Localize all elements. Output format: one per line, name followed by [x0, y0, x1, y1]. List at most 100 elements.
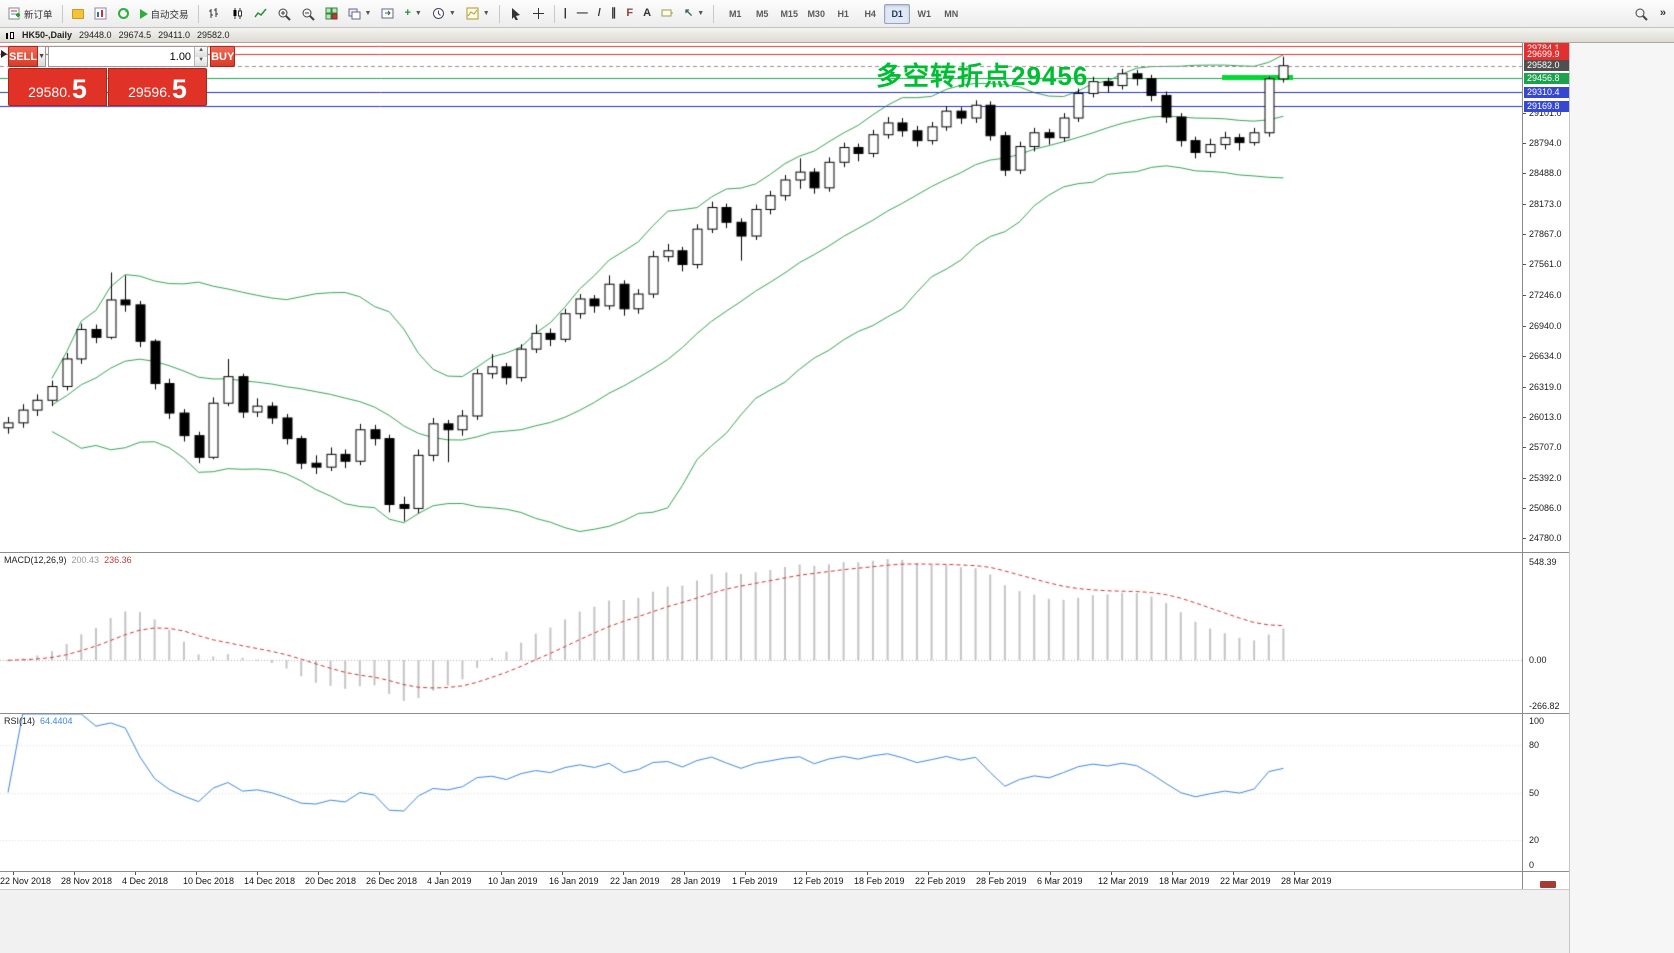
indicator-axis-label: 0.00	[1529, 655, 1547, 666]
time-tick-label: 18 Mar 2019	[1159, 876, 1210, 886]
chart-shift-icon	[381, 8, 394, 19]
timeframe-button-m15[interactable]: M15	[780, 8, 798, 19]
refresh-button[interactable]	[112, 3, 135, 25]
buy-price-button[interactable]: 29596. 5	[108, 68, 207, 106]
timeframe-button-d1[interactable]: D1	[884, 3, 911, 24]
template-icon	[466, 7, 479, 20]
price-axis[interactable]: 29101.0 28794.0 28488.0 28173.0 27867.0 27561…	[1522, 43, 1569, 872]
toolbar-overflow-button[interactable]: »	[1655, 3, 1671, 25]
price-tick-label: 29101.0	[1529, 108, 1562, 119]
indicator-axis-label: 80	[1529, 740, 1540, 751]
new-order-button[interactable]: 新订单	[3, 3, 58, 25]
sell-price-main: 29580.	[28, 84, 71, 100]
timeframe-button-h1[interactable]: H1	[837, 8, 849, 19]
fibonacci-tool[interactable]: F	[621, 3, 638, 25]
chart-shift-button[interactable]	[376, 3, 399, 25]
right-empty-area	[1569, 43, 1674, 953]
trendline-tool[interactable]: /	[593, 3, 606, 25]
candlestick-icon	[233, 8, 242, 19]
charts-profile-button[interactable]	[67, 3, 89, 25]
one-click-collapse-toggle[interactable]	[1, 50, 7, 58]
timeframe-button-mn[interactable]: MN	[944, 8, 959, 19]
templates-button[interactable]: ▼	[461, 3, 495, 25]
chevron-down-icon: ▼	[482, 10, 490, 17]
search-icon	[1635, 8, 1648, 21]
macd-canvas[interactable]	[0, 553, 1522, 713]
volume-up-icon[interactable]: ▲	[195, 47, 208, 57]
time-tick-label: 22 Jan 2019	[610, 876, 660, 886]
price-marker-current-price: 29582.0	[1524, 60, 1569, 72]
cursor-icon	[511, 8, 520, 20]
panel-divider[interactable]	[0, 713, 1569, 714]
cursor-tool-button[interactable]	[504, 3, 527, 25]
price-tick-mark	[1523, 113, 1526, 115]
auto-trading-label: 自动交易	[150, 9, 189, 21]
time-tick-label: 16 Jan 2019	[549, 876, 599, 886]
volume-down-icon[interactable]: ▼	[195, 56, 208, 66]
new-chart-button[interactable]	[89, 3, 112, 25]
timeframe-button-m30[interactable]: M30	[807, 8, 825, 19]
indicator-axis-label: 100	[1529, 716, 1545, 726]
tile-windows-button[interactable]	[320, 3, 343, 25]
line-chart-mode-button[interactable]	[249, 3, 272, 25]
fibonacci-icon: F	[626, 7, 634, 19]
sell-button[interactable]: SELL	[8, 46, 39, 67]
timeframe-button-h4[interactable]: H4	[864, 8, 876, 19]
time-tick-label: 28 Feb 2019	[976, 876, 1027, 886]
volume-input[interactable]	[49, 47, 195, 66]
rsi-canvas[interactable]	[0, 714, 1522, 871]
time-tick-mark	[1294, 872, 1295, 875]
search-button[interactable]	[1629, 3, 1653, 25]
macd-main-value: 200.43	[71, 555, 100, 565]
crosshair-tool-button[interactable]	[527, 3, 550, 25]
vertical-line-tool[interactable]: |	[559, 3, 572, 25]
arrows-tool[interactable]: ↖ ▼	[679, 3, 709, 25]
chart-titlebar[interactable]: HK50-,Daily 29448.0 29674.5 29411.0 2958…	[0, 28, 1674, 43]
chart-symbol-period: HK50-,Daily	[22, 30, 73, 40]
time-tick-mark	[1172, 872, 1173, 875]
crosshair-icon	[532, 8, 544, 19]
timeframe-button-m5[interactable]: M5	[755, 8, 769, 19]
auto-trading-button[interactable]: 自动交易	[135, 3, 194, 25]
periods-button[interactable]: ▼	[427, 3, 461, 25]
timeframe-button-w1[interactable]: W1	[917, 8, 931, 19]
timeframe-group: M1 M5 M15 M30 H1 H4 D1 W1 MN	[722, 3, 964, 24]
bar-chart-mode-button[interactable]	[203, 3, 226, 25]
volume-box: ▲ ▼	[48, 46, 209, 67]
arrange-charts-button[interactable]: ▼	[343, 3, 377, 25]
price-tick-label: 26634.0	[1529, 350, 1562, 361]
time-tick-mark	[135, 872, 136, 875]
price-tick-mark	[1523, 143, 1526, 145]
macd-signal-value: 236.36	[104, 555, 132, 565]
panel-divider	[0, 871, 1569, 872]
price-tick-label: 24780.0	[1529, 532, 1562, 543]
zoom-out-button[interactable]	[296, 3, 320, 25]
price-tick-mark	[1523, 295, 1526, 297]
scroll-position-marker[interactable]	[1540, 881, 1556, 888]
zoom-in-button[interactable]	[272, 3, 296, 25]
arrow-icon: ↖	[684, 7, 694, 19]
chevron-down-icon: ▼	[364, 10, 372, 17]
time-tick-label: 20 Dec 2018	[305, 876, 357, 886]
label-tool[interactable]	[656, 3, 679, 25]
main-chart-canvas[interactable]	[0, 43, 1522, 552]
horizontal-line-tool[interactable]: —	[572, 3, 593, 25]
toolbar-separator	[713, 4, 715, 23]
buy-button[interactable]: BUY	[210, 46, 236, 67]
rsi-panel: RSI(14) 64.4404	[0, 714, 1522, 871]
price-tick-label: 25086.0	[1529, 502, 1562, 513]
price-tick-mark	[1523, 477, 1526, 479]
price-tick-label: 28488.0	[1529, 168, 1562, 179]
time-tick-label: 12 Mar 2019	[1098, 876, 1149, 886]
sell-price-button[interactable]: 29580. 5	[8, 68, 107, 106]
price-tick-label: 27561.0	[1529, 259, 1562, 270]
order-type-dropdown[interactable]: ▼	[38, 46, 47, 67]
text-tool[interactable]: A	[638, 3, 656, 25]
panel-divider[interactable]	[0, 552, 1569, 553]
channel-tool[interactable]: ∥	[606, 3, 622, 25]
timeframe-button-m1[interactable]: M1	[728, 8, 742, 19]
time-axis[interactable]: 22 Nov 2018 28 Nov 2018 4 Dec 2018 10 Dec 2…	[0, 872, 1522, 889]
candlestick-mode-button[interactable]	[226, 3, 249, 25]
time-tick-label: 12 Feb 2019	[793, 876, 844, 886]
indicators-button[interactable]: + ▼	[399, 3, 426, 25]
